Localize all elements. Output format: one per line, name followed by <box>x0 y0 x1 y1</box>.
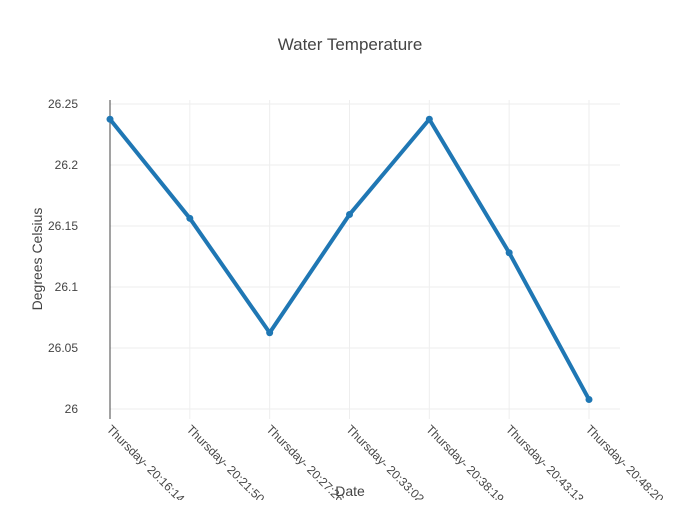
grid-lines <box>109 100 620 419</box>
y-tick-label: 26.05 <box>48 341 78 355</box>
x-tick-label: Thursday- 20:48:20 <box>583 422 667 500</box>
series-layer <box>106 115 593 403</box>
x-tick-label: Thursday- 20:43:13 <box>503 422 587 500</box>
y-tick-label: 26.15 <box>48 219 78 233</box>
x-tick-label: Thursday- 20:38:19 <box>423 422 507 500</box>
data-point[interactable] <box>585 395 593 403</box>
data-point[interactable] <box>425 115 433 123</box>
data-point[interactable] <box>106 115 114 123</box>
data-point[interactable] <box>266 329 274 337</box>
y-tick-label: 26 <box>65 402 79 416</box>
data-point[interactable] <box>186 214 194 222</box>
y-axis-label: Degrees Celsius <box>29 208 45 311</box>
y-tick-label: 26.2 <box>55 158 79 172</box>
data-point[interactable] <box>505 249 513 257</box>
chart-title: Water Temperature <box>278 35 423 54</box>
data-point[interactable] <box>346 211 353 219</box>
y-tick-label: 26.1 <box>55 280 79 294</box>
x-tick-label: Thursday- 20:21:50 <box>184 422 268 500</box>
x-axis-label: Date <box>335 483 365 499</box>
x-tick-label: Thursday- 20:16:14 <box>104 422 188 500</box>
y-tick-label: 26.25 <box>48 97 78 111</box>
